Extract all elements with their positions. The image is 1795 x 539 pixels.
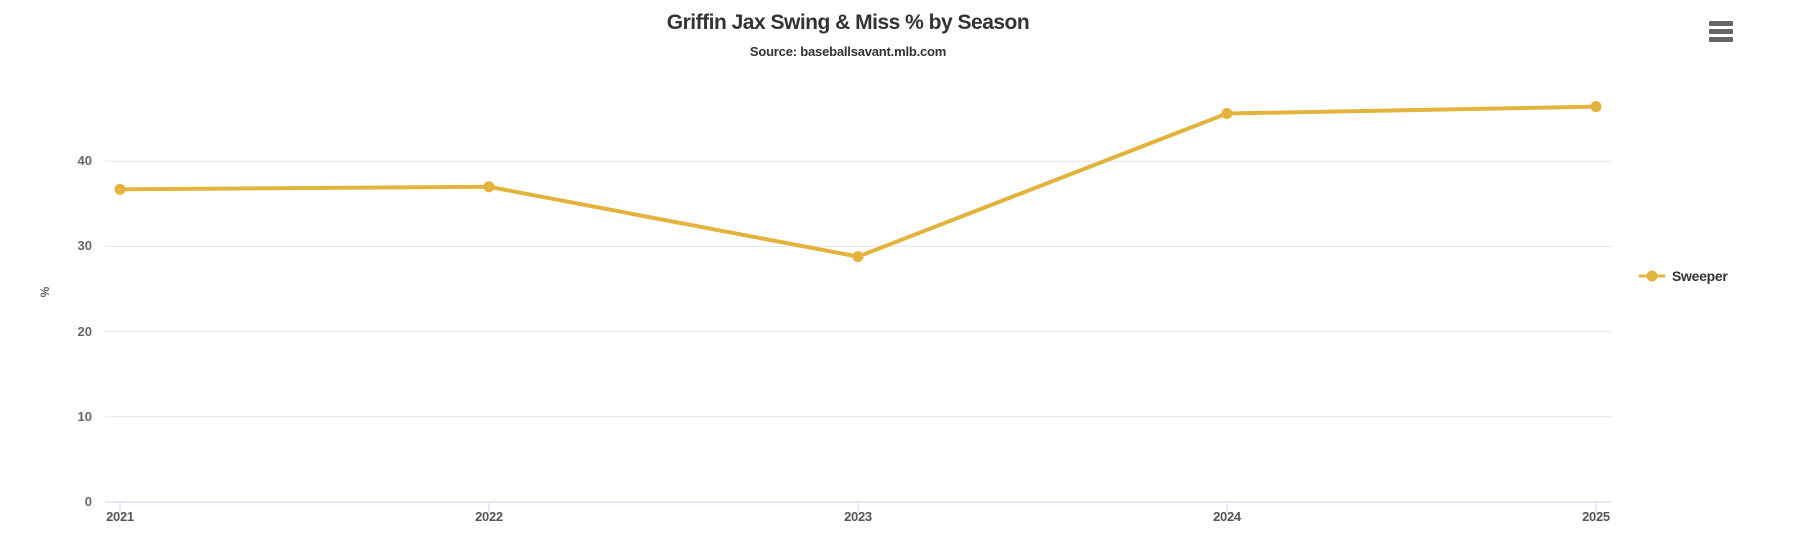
hamburger-bar [1709, 28, 1733, 34]
hamburger-menu-icon[interactable] [1702, 13, 1740, 49]
x-axis-label: 2024 [1213, 509, 1241, 524]
y-axis-label: 10 [77, 408, 92, 424]
data-point-2024[interactable] [1221, 107, 1233, 119]
legend-marker-icon [1639, 270, 1665, 282]
y-axis-title: % [38, 286, 52, 298]
data-point-2023[interactable] [852, 251, 864, 263]
data-point-2022[interactable] [483, 181, 495, 193]
legend-item-sweeper[interactable]: Sweeper [1638, 267, 1728, 285]
legend-item-label: Sweeper [1672, 268, 1728, 284]
data-point-2025[interactable] [1590, 101, 1602, 113]
x-axis-label: 2021 [106, 509, 134, 524]
chart-subtitle: Source: baseballsavant.mlb.com [749, 44, 947, 59]
y-axis-label: 30 [77, 238, 92, 254]
data-point-2021[interactable] [114, 183, 126, 195]
x-axis-label: 2023 [844, 509, 872, 524]
hamburger-bar [1709, 20, 1733, 26]
series-line-sweeper [118, 104, 1598, 259]
y-axis-label: 20 [77, 323, 92, 339]
y-axis-label: 0 [84, 494, 92, 509]
y-axis-label: 40 [77, 153, 92, 169]
hamburger-bar [1709, 36, 1733, 42]
chart-title: Griffin Jax Swing & Miss % by Season [666, 11, 1030, 34]
x-axis-label: 2022 [475, 509, 503, 524]
x-axis-label: 2025 [1582, 509, 1610, 524]
